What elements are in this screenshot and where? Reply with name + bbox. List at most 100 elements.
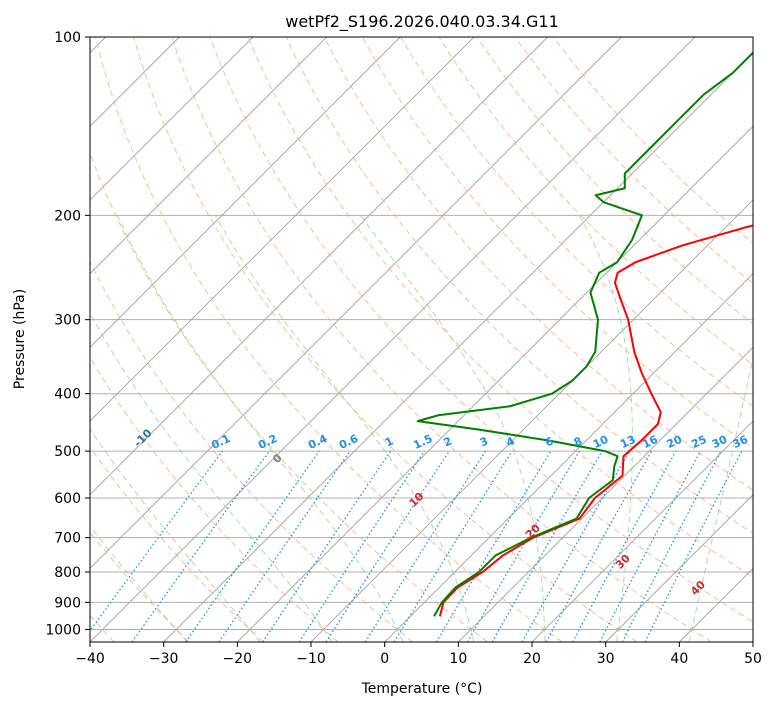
mixing-ratio-line bbox=[218, 450, 351, 642]
mixing-ratio-label: 0.1 bbox=[209, 432, 232, 452]
mixing-ratio-label: 36 bbox=[731, 433, 751, 451]
mixing-ratio-line bbox=[90, 450, 223, 632]
isotherm-line bbox=[163, 52, 753, 642]
mixing-ratio-line bbox=[599, 450, 702, 642]
mixing-ratio-line bbox=[325, 450, 450, 642]
mixing-ratio-line bbox=[262, 450, 392, 642]
mixing-ratio-label: 25 bbox=[689, 433, 708, 451]
mixing-ratio-label: 2 bbox=[442, 434, 454, 449]
isotherm-line bbox=[90, 37, 622, 569]
isotherm-line bbox=[310, 199, 753, 642]
moist-adiabat-line bbox=[360, 215, 546, 642]
y-tick-label: 700 bbox=[54, 531, 81, 547]
y-tick-label: 800 bbox=[54, 565, 81, 581]
mixing-ratio-line bbox=[298, 450, 425, 642]
axes-frame bbox=[89, 36, 754, 643]
isotherm-line bbox=[237, 125, 753, 642]
mixing-ratio-label: 1.5 bbox=[411, 432, 434, 452]
moist-adiabat-line bbox=[90, 311, 333, 642]
mixing-ratio-label: 10 bbox=[591, 433, 611, 451]
isotherm-line bbox=[384, 273, 753, 642]
mixing-ratio-label: 20 bbox=[665, 433, 685, 451]
y-tick-label: 400 bbox=[54, 387, 81, 403]
mixing-ratio-line bbox=[435, 450, 552, 642]
plot-area: 0.10.20.40.611.52346810131620253036-100-… bbox=[90, 37, 775, 642]
mixing-ratio-line bbox=[572, 450, 677, 642]
x-tick-label: 50 bbox=[744, 651, 762, 667]
moist-adiabat-line bbox=[117, 215, 404, 642]
dry-adiabat-line bbox=[90, 356, 339, 642]
mixing-ratio-line bbox=[364, 450, 486, 642]
dry-adiabat-line bbox=[133, 37, 638, 642]
mixing-ratio-line bbox=[521, 450, 631, 642]
isotherm-line bbox=[752, 641, 753, 642]
plot-frame bbox=[89, 36, 754, 643]
moist-adiabat-label: 40 bbox=[688, 578, 708, 598]
mixing-ratio-label: 13 bbox=[618, 433, 637, 451]
y-tick-label: 200 bbox=[54, 208, 81, 224]
moist-adiabat-line bbox=[214, 215, 475, 642]
moist-adiabat-label: 0 bbox=[270, 451, 285, 466]
dry-adiabat-line bbox=[285, 37, 753, 534]
isotherm-line bbox=[679, 567, 753, 642]
y-tick-label: 100 bbox=[54, 30, 81, 46]
mixing-ratio-label: 16 bbox=[640, 433, 660, 451]
mixing-ratio-label: 3 bbox=[478, 434, 490, 449]
isotherm-line bbox=[90, 37, 548, 496]
isotherm-line bbox=[90, 37, 475, 422]
mixing-ratio-line bbox=[545, 450, 653, 642]
y-tick-label: 300 bbox=[54, 313, 81, 329]
isotherm-line bbox=[90, 37, 327, 275]
moist-adiabat-line bbox=[578, 215, 633, 642]
dry-adiabat-line bbox=[90, 531, 190, 642]
dry-adiabat-label: -10 bbox=[131, 426, 154, 449]
dry-adiabat-line bbox=[438, 37, 753, 366]
x-tick-label: −40 bbox=[75, 651, 105, 667]
dry-adiabat-line bbox=[476, 37, 753, 325]
dry-adiabat-line bbox=[90, 151, 488, 642]
dry-adiabat-line bbox=[90, 260, 414, 642]
isotherm-line bbox=[90, 37, 254, 201]
dry-adiabat-line bbox=[323, 37, 753, 491]
mixing-ratio-line bbox=[131, 450, 270, 642]
chart-title: wetPf2_S196.2026.040.03.34.G11 bbox=[285, 12, 559, 32]
y-axis-title: Pressure (hPa) bbox=[12, 289, 28, 389]
isotherm-line bbox=[90, 37, 696, 642]
dewpoint-profile-line bbox=[416, 51, 753, 617]
moist-adiabat-line bbox=[688, 354, 753, 642]
x-tick-label: 20 bbox=[523, 651, 541, 667]
mixing-ratio-line bbox=[185, 450, 320, 642]
dry-adiabat-line bbox=[95, 37, 563, 642]
moist-adiabat-line bbox=[90, 525, 188, 642]
dry-adiabat-line bbox=[209, 37, 753, 623]
dry-adiabat-line bbox=[90, 445, 264, 642]
moist-adiabat-label: 20 bbox=[523, 521, 543, 541]
x-tick-label: −20 bbox=[223, 651, 253, 667]
y-tick-label: 500 bbox=[54, 444, 81, 460]
y-tick-label: 1000 bbox=[45, 622, 81, 638]
mixing-ratio-label: 1 bbox=[383, 434, 395, 449]
dry-adiabat-line bbox=[171, 37, 713, 642]
mixing-ratio-label: 0.4 bbox=[306, 432, 329, 452]
x-tick-label: −10 bbox=[296, 651, 326, 667]
moist-adiabat-line bbox=[90, 428, 261, 642]
x-tick-label: 40 bbox=[670, 651, 688, 667]
isotherm-line bbox=[90, 37, 401, 348]
x-tick-label: 30 bbox=[597, 651, 615, 667]
isotherm-line bbox=[458, 346, 753, 642]
y-tick-label: 600 bbox=[54, 491, 81, 507]
moist-adiabat-line bbox=[762, 215, 775, 642]
mixing-ratio-label: 30 bbox=[710, 433, 730, 451]
moist-adiabat-label: 30 bbox=[613, 551, 633, 571]
dry-adiabat-line bbox=[552, 37, 753, 245]
x-axis-title: Temperature (°C) bbox=[361, 681, 483, 697]
mixing-ratio-line bbox=[644, 450, 743, 642]
x-tick-label: 10 bbox=[449, 651, 467, 667]
x-tick-label: −30 bbox=[149, 651, 179, 667]
x-tick-label: 0 bbox=[380, 651, 389, 667]
isotherm-line bbox=[531, 420, 753, 642]
dry-adiabat-line bbox=[514, 37, 753, 285]
dry-adiabat-line bbox=[247, 37, 753, 578]
isotherm-line bbox=[605, 494, 753, 642]
